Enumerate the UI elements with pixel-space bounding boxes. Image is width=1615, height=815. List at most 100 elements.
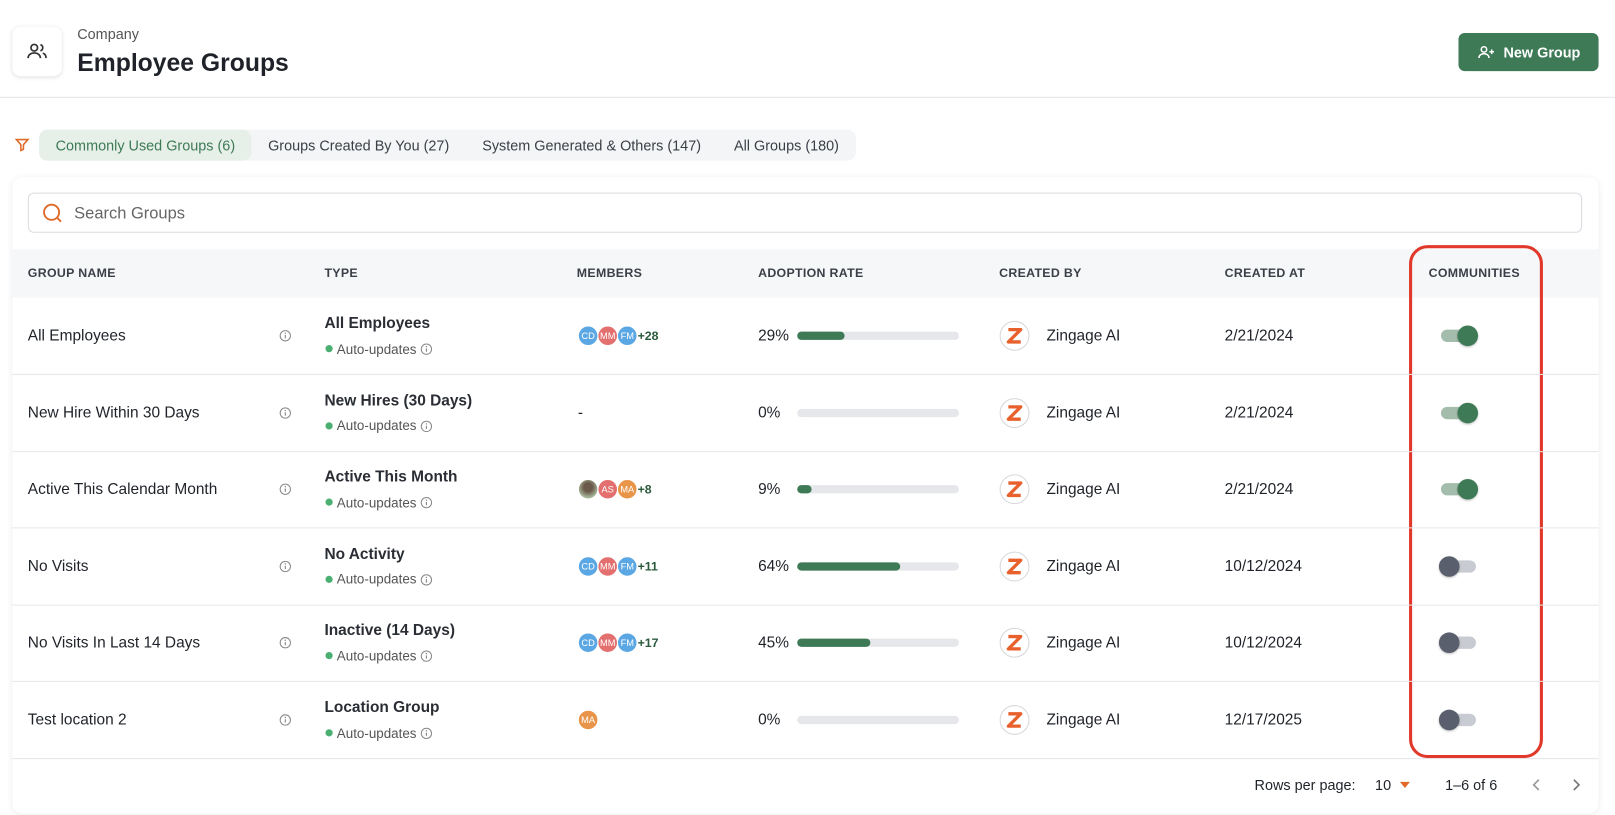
- group-name: No Visits In Last 14 Days: [27, 634, 201, 652]
- member-avatar: MM: [597, 325, 618, 347]
- adoption-label: 29%: [758, 327, 790, 345]
- table-header: [12, 249, 1599, 298]
- group-name: Test location 2: [27, 711, 127, 729]
- page-icon: [12, 27, 61, 76]
- update-mode: Auto-updates: [336, 417, 417, 434]
- next-page[interactable]: [1568, 777, 1584, 793]
- filter-tab[interactable]: Commonly Used Groups (6): [39, 129, 252, 161]
- members-more: +11: [637, 559, 658, 574]
- update-mode: Auto-updates: [336, 648, 417, 664]
- created-by: Zingage AI: [1046, 711, 1121, 729]
- member-avatar: MA: [616, 479, 638, 500]
- info-icon: [279, 560, 291, 572]
- members: CD MM FM +11: [577, 555, 658, 577]
- status-dot: [325, 729, 333, 737]
- communities-toggle[interactable]: [1438, 632, 1480, 654]
- rows-per-page-label: Rows per page:: [1254, 776, 1356, 794]
- filter-tab[interactable]: Groups Created By You (27): [268, 136, 450, 154]
- adoption-bar: [797, 331, 845, 340]
- status-dot: [325, 575, 333, 583]
- info-icon: [420, 497, 433, 509]
- rows-per-page-select[interactable]: 10: [1375, 777, 1410, 793]
- member-avatar: FM: [616, 325, 638, 347]
- creator-logo: [999, 474, 1030, 505]
- members: MA: [577, 709, 599, 731]
- toggle-knob: [1457, 479, 1479, 500]
- column-header: COMMUNITIES: [1428, 265, 1520, 281]
- filter-icon[interactable]: [14, 137, 30, 152]
- status-dot: [325, 498, 333, 506]
- created-by: Zingage AI: [1046, 403, 1121, 422]
- created-at: 2/21/2024: [1224, 403, 1294, 422]
- update-mode: Auto-updates: [336, 725, 417, 741]
- filter-tab[interactable]: All Groups (180): [733, 136, 839, 154]
- adoption-bar: [797, 562, 901, 571]
- member-avatar: MM: [597, 555, 618, 577]
- group-type: New Hires (30 Days): [324, 391, 473, 410]
- breadcrumb: Company: [77, 25, 139, 43]
- created-at: 10/12/2024: [1224, 557, 1303, 576]
- member-avatar: AS: [597, 479, 618, 500]
- communities-toggle[interactable]: [1438, 555, 1480, 577]
- group-type: Location Group: [324, 698, 440, 717]
- adoption-label: 64%: [758, 557, 790, 576]
- info-icon: [279, 483, 291, 496]
- row-divider: [12, 450, 1599, 452]
- info-icon: [420, 650, 433, 663]
- info-icon: [279, 714, 291, 726]
- new-group-button[interactable]: New Group: [1458, 32, 1599, 72]
- column-header: GROUP NAME: [27, 265, 116, 281]
- info-icon: [420, 727, 433, 740]
- adoption-label: 9%: [758, 480, 781, 499]
- adoption-track: [797, 331, 959, 340]
- info-icon: [420, 574, 433, 586]
- created-at: 12/17/2025: [1224, 711, 1303, 729]
- photo-avatar: [577, 479, 599, 500]
- prev-page[interactable]: [1529, 777, 1545, 793]
- search-placeholder: Search Groups: [74, 204, 185, 223]
- creator-logo: [999, 628, 1030, 659]
- communities-toggle[interactable]: [1439, 479, 1480, 500]
- creator-logo: [999, 397, 1030, 428]
- toggle-knob: [1438, 555, 1460, 577]
- highlight-box: [1409, 245, 1543, 759]
- member-avatar: CD: [577, 632, 599, 654]
- filter-tab[interactable]: System Generated & Others (147): [482, 136, 702, 154]
- group-type: Inactive (14 Days): [324, 622, 455, 640]
- adoption-label: 0%: [758, 403, 781, 422]
- column-header: TYPE: [324, 265, 358, 281]
- button-label: New Group: [1503, 43, 1581, 61]
- info-icon: [279, 637, 291, 649]
- status-dot: [325, 652, 333, 660]
- members: AS MA +8: [577, 479, 652, 500]
- row-divider: [12, 681, 1599, 683]
- add-user-icon: [1477, 45, 1494, 58]
- toggle-knob: [1438, 709, 1460, 731]
- toggle-knob: [1457, 325, 1479, 347]
- groups-card: Search Groups: [12, 177, 1599, 814]
- column-header: MEMBERS: [576, 265, 643, 281]
- status-dot: [325, 345, 333, 353]
- column-header: CREATED AT: [1224, 265, 1306, 281]
- created-at: 2/21/2024: [1224, 480, 1294, 499]
- members-more: +8: [637, 482, 652, 497]
- adoption-bar: [797, 639, 870, 648]
- communities-toggle[interactable]: [1439, 325, 1480, 347]
- search-box[interactable]: Search Groups: [27, 192, 1583, 233]
- column-header: ADOPTION RATE: [758, 265, 864, 281]
- adoption-track: [797, 485, 959, 494]
- adoption-label: 0%: [758, 711, 781, 729]
- member-avatar: FM: [616, 555, 638, 577]
- members: -: [578, 404, 583, 422]
- tab-bar: Commonly Used Groups (6) Groups Created B…: [39, 129, 856, 161]
- group-name: No Visits: [27, 557, 89, 576]
- member-avatar: MA: [577, 709, 599, 731]
- communities-toggle[interactable]: [1438, 709, 1480, 731]
- adoption-track: [797, 408, 959, 417]
- row-divider: [12, 527, 1599, 529]
- communities-toggle[interactable]: [1439, 402, 1480, 423]
- row-divider: [12, 373, 1599, 375]
- created-by: Zingage AI: [1046, 634, 1121, 652]
- member-avatar: CD: [577, 555, 599, 577]
